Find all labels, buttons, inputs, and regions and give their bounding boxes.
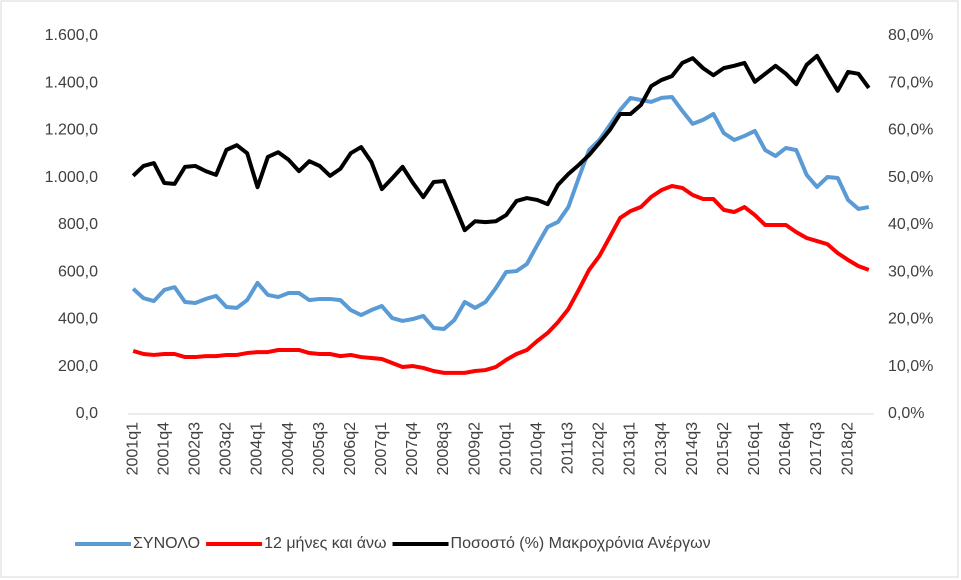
y2-tick-label: 10,0% [888, 358, 933, 375]
y-tick-label: 1.200,0 [45, 122, 98, 139]
x-tick-label: 2002q3 [187, 422, 204, 475]
y2-tick-label: 70,0% [888, 74, 933, 91]
x-tick-label: 2001q4 [155, 422, 172, 475]
x-tick-label: 2010q4 [528, 422, 545, 475]
x-tick-label: 2014q3 [684, 422, 701, 475]
y-tick-label: 800,0 [58, 216, 98, 233]
x-tick-label: 2017q3 [808, 422, 825, 475]
y2-tick-label: 80,0% [888, 27, 933, 44]
legend-label: 12 μήνες και άνω [264, 535, 386, 552]
series-line [132, 184, 870, 375]
x-tick-label: 2016q1 [746, 422, 763, 475]
y2-tick-label: 60,0% [888, 122, 933, 139]
y-tick-label: 600,0 [58, 263, 98, 280]
y2-tick-label: 20,0% [888, 311, 933, 328]
x-tick-label: 2010q1 [497, 422, 514, 475]
y-tick-label: 0,0 [76, 405, 98, 422]
x-tick-label: 2006q2 [342, 422, 359, 475]
x-tick-label: 2012q2 [591, 422, 608, 475]
y-tick-label: 1.000,0 [45, 169, 98, 186]
x-tick-label: 2005q3 [311, 422, 328, 475]
legend-label: ΣΥΝΟΛΟ [133, 535, 200, 552]
y-tick-label: 1.600,0 [45, 27, 98, 44]
x-tick-label: 2004q1 [249, 422, 266, 475]
y2-tick-label: 40,0% [888, 216, 933, 233]
x-tick-label: 2015q2 [715, 422, 732, 475]
x-tick-label: 2011q3 [560, 422, 577, 474]
y-tick-label: 1.400,0 [45, 74, 98, 91]
x-tick-label: 2009q2 [466, 422, 483, 475]
y2-tick-label: 0,0% [888, 405, 924, 422]
series-line [131, 94, 870, 331]
x-tick-label: 2007q1 [373, 422, 390, 475]
y2-tick-label: 50,0% [888, 169, 933, 186]
y-tick-label: 200,0 [58, 358, 98, 375]
series-line [131, 53, 871, 233]
x-tick-label: 2016q4 [777, 422, 794, 475]
x-tick-label: 2004q4 [280, 422, 297, 475]
x-tick-label: 2018q2 [839, 422, 856, 475]
y-tick-label: 400,0 [58, 311, 98, 328]
legend-label: Ποσοστό (%) Μακροχρόνια Ανέργων [451, 535, 711, 552]
x-tick-label: 2008q3 [435, 422, 452, 475]
x-tick-label: 2001q1 [124, 422, 141, 475]
x-tick-label: 2003q2 [218, 422, 235, 475]
x-tick-label: 2013q1 [622, 422, 639, 475]
y2-tick-label: 30,0% [888, 263, 933, 280]
x-tick-label: 2007q4 [404, 422, 421, 475]
x-tick-label: 2013q4 [653, 422, 670, 475]
